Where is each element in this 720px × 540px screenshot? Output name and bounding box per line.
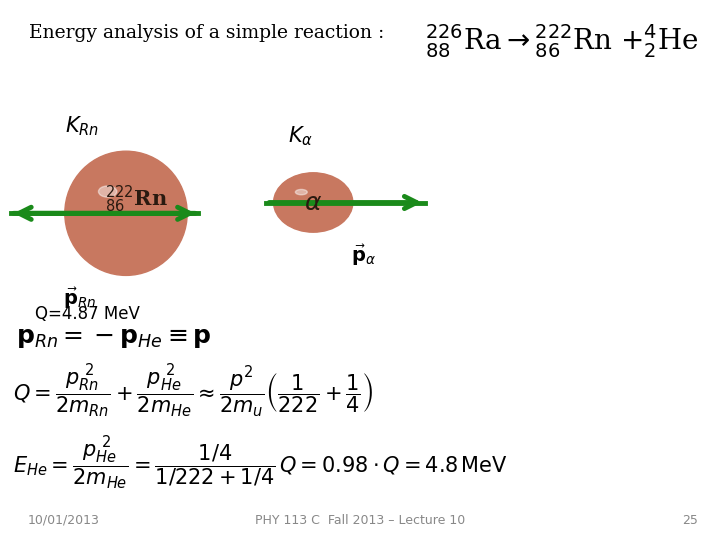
Ellipse shape (303, 195, 313, 202)
Ellipse shape (279, 177, 345, 226)
Ellipse shape (289, 185, 331, 216)
Ellipse shape (89, 176, 154, 241)
Text: Q=4.87 MeV: Q=4.87 MeV (35, 305, 140, 323)
Ellipse shape (302, 194, 314, 203)
Text: $\mathbf{p}_{Rn} = -\mathbf{p}_{He} \equiv \mathbf{p}$: $\mathbf{p}_{Rn} = -\mathbf{p}_{He} \equ… (16, 327, 212, 350)
Ellipse shape (75, 162, 173, 261)
Ellipse shape (79, 166, 168, 256)
Text: $E_{He} = \dfrac{p_{He}^{\ 2}}{2m_{He}} = \dfrac{1/4}{1/222+1/4}\,Q = 0.98\cdot : $E_{He} = \dfrac{p_{He}^{\ 2}}{2m_{He}} … (13, 435, 508, 492)
Ellipse shape (110, 198, 125, 213)
Ellipse shape (86, 172, 159, 247)
Ellipse shape (304, 195, 312, 201)
Ellipse shape (307, 198, 308, 199)
Ellipse shape (65, 151, 187, 275)
Ellipse shape (68, 154, 184, 272)
Ellipse shape (283, 180, 341, 223)
Text: 10/01/2013: 10/01/2013 (27, 514, 99, 526)
Ellipse shape (274, 173, 353, 232)
Ellipse shape (280, 178, 343, 225)
Ellipse shape (275, 174, 351, 231)
Ellipse shape (104, 191, 135, 222)
Ellipse shape (97, 184, 143, 231)
Text: Energy analysis of a simple reaction :: Energy analysis of a simple reaction : (29, 24, 384, 42)
Ellipse shape (299, 192, 319, 207)
Ellipse shape (112, 199, 124, 211)
Ellipse shape (81, 167, 166, 254)
Ellipse shape (284, 180, 339, 222)
Ellipse shape (74, 160, 175, 263)
Ellipse shape (73, 159, 176, 265)
Text: $\vec{\mathbf{p}}_{Rn}$: $\vec{\mathbf{p}}_{Rn}$ (63, 286, 96, 312)
Text: $Q = \dfrac{p_{Rn}^{\ 2}}{2m_{Rn}} + \dfrac{p_{He}^{\ 2}}{2m_{He}} \approx \dfra: $Q = \dfrac{p_{Rn}^{\ 2}}{2m_{Rn}} + \df… (13, 363, 373, 420)
Ellipse shape (105, 192, 132, 220)
Ellipse shape (300, 193, 316, 205)
Ellipse shape (70, 157, 180, 268)
Text: $^{222}_{86}$Rn: $^{222}_{86}$Rn (105, 184, 168, 215)
Ellipse shape (287, 183, 335, 219)
Ellipse shape (292, 186, 329, 214)
Ellipse shape (78, 164, 170, 258)
Ellipse shape (294, 188, 325, 212)
Ellipse shape (113, 200, 122, 210)
Ellipse shape (289, 184, 333, 217)
Ellipse shape (84, 171, 161, 248)
Text: PHY 113 C  Fall 2013 – Lecture 10: PHY 113 C Fall 2013 – Lecture 10 (255, 514, 465, 526)
Ellipse shape (297, 190, 322, 209)
Ellipse shape (298, 191, 320, 207)
Ellipse shape (96, 183, 145, 233)
Ellipse shape (274, 173, 351, 231)
Ellipse shape (282, 179, 343, 225)
Ellipse shape (81, 168, 164, 252)
Ellipse shape (76, 163, 171, 259)
Ellipse shape (68, 155, 182, 270)
Ellipse shape (89, 175, 156, 243)
Ellipse shape (292, 187, 328, 213)
Ellipse shape (66, 152, 186, 274)
Ellipse shape (87, 174, 157, 245)
Text: $K_{Rn}$: $K_{Rn}$ (65, 114, 99, 138)
Ellipse shape (91, 178, 152, 240)
Ellipse shape (302, 194, 315, 204)
Ellipse shape (305, 197, 310, 200)
Ellipse shape (115, 202, 119, 206)
Ellipse shape (293, 187, 327, 213)
Ellipse shape (290, 185, 330, 215)
Ellipse shape (109, 196, 127, 215)
Ellipse shape (102, 188, 138, 225)
Ellipse shape (100, 187, 140, 227)
Ellipse shape (288, 184, 333, 218)
Text: $\vec{\mathbf{p}}_{\alpha}$: $\vec{\mathbf{p}}_{\alpha}$ (351, 243, 376, 268)
Text: ${}^{226}_{88}$Ra$\to{}^{222}_{86}$Rn $+{}^{4}_{2}$He: ${}^{226}_{88}$Ra$\to{}^{222}_{86}$Rn $+… (425, 22, 698, 59)
Ellipse shape (102, 190, 136, 224)
Ellipse shape (276, 175, 349, 230)
Ellipse shape (99, 186, 141, 229)
Ellipse shape (295, 189, 323, 210)
Ellipse shape (282, 179, 341, 224)
Ellipse shape (287, 183, 336, 219)
Ellipse shape (95, 181, 147, 234)
Ellipse shape (297, 191, 321, 208)
Text: $K_{\alpha}$: $K_{\alpha}$ (288, 125, 313, 148)
Ellipse shape (279, 177, 346, 227)
Ellipse shape (284, 181, 338, 221)
Ellipse shape (300, 192, 318, 206)
Ellipse shape (305, 196, 310, 200)
Ellipse shape (94, 180, 148, 236)
Ellipse shape (295, 190, 307, 195)
Ellipse shape (99, 186, 117, 197)
Ellipse shape (92, 179, 150, 238)
Ellipse shape (278, 176, 347, 228)
Ellipse shape (71, 158, 179, 266)
Ellipse shape (108, 195, 129, 217)
Ellipse shape (277, 176, 348, 229)
Ellipse shape (83, 170, 163, 251)
Ellipse shape (285, 181, 337, 220)
Text: 25: 25 (683, 514, 698, 526)
Text: $\alpha$: $\alpha$ (304, 191, 323, 214)
Ellipse shape (294, 188, 324, 211)
Ellipse shape (114, 201, 120, 207)
Ellipse shape (107, 193, 131, 218)
